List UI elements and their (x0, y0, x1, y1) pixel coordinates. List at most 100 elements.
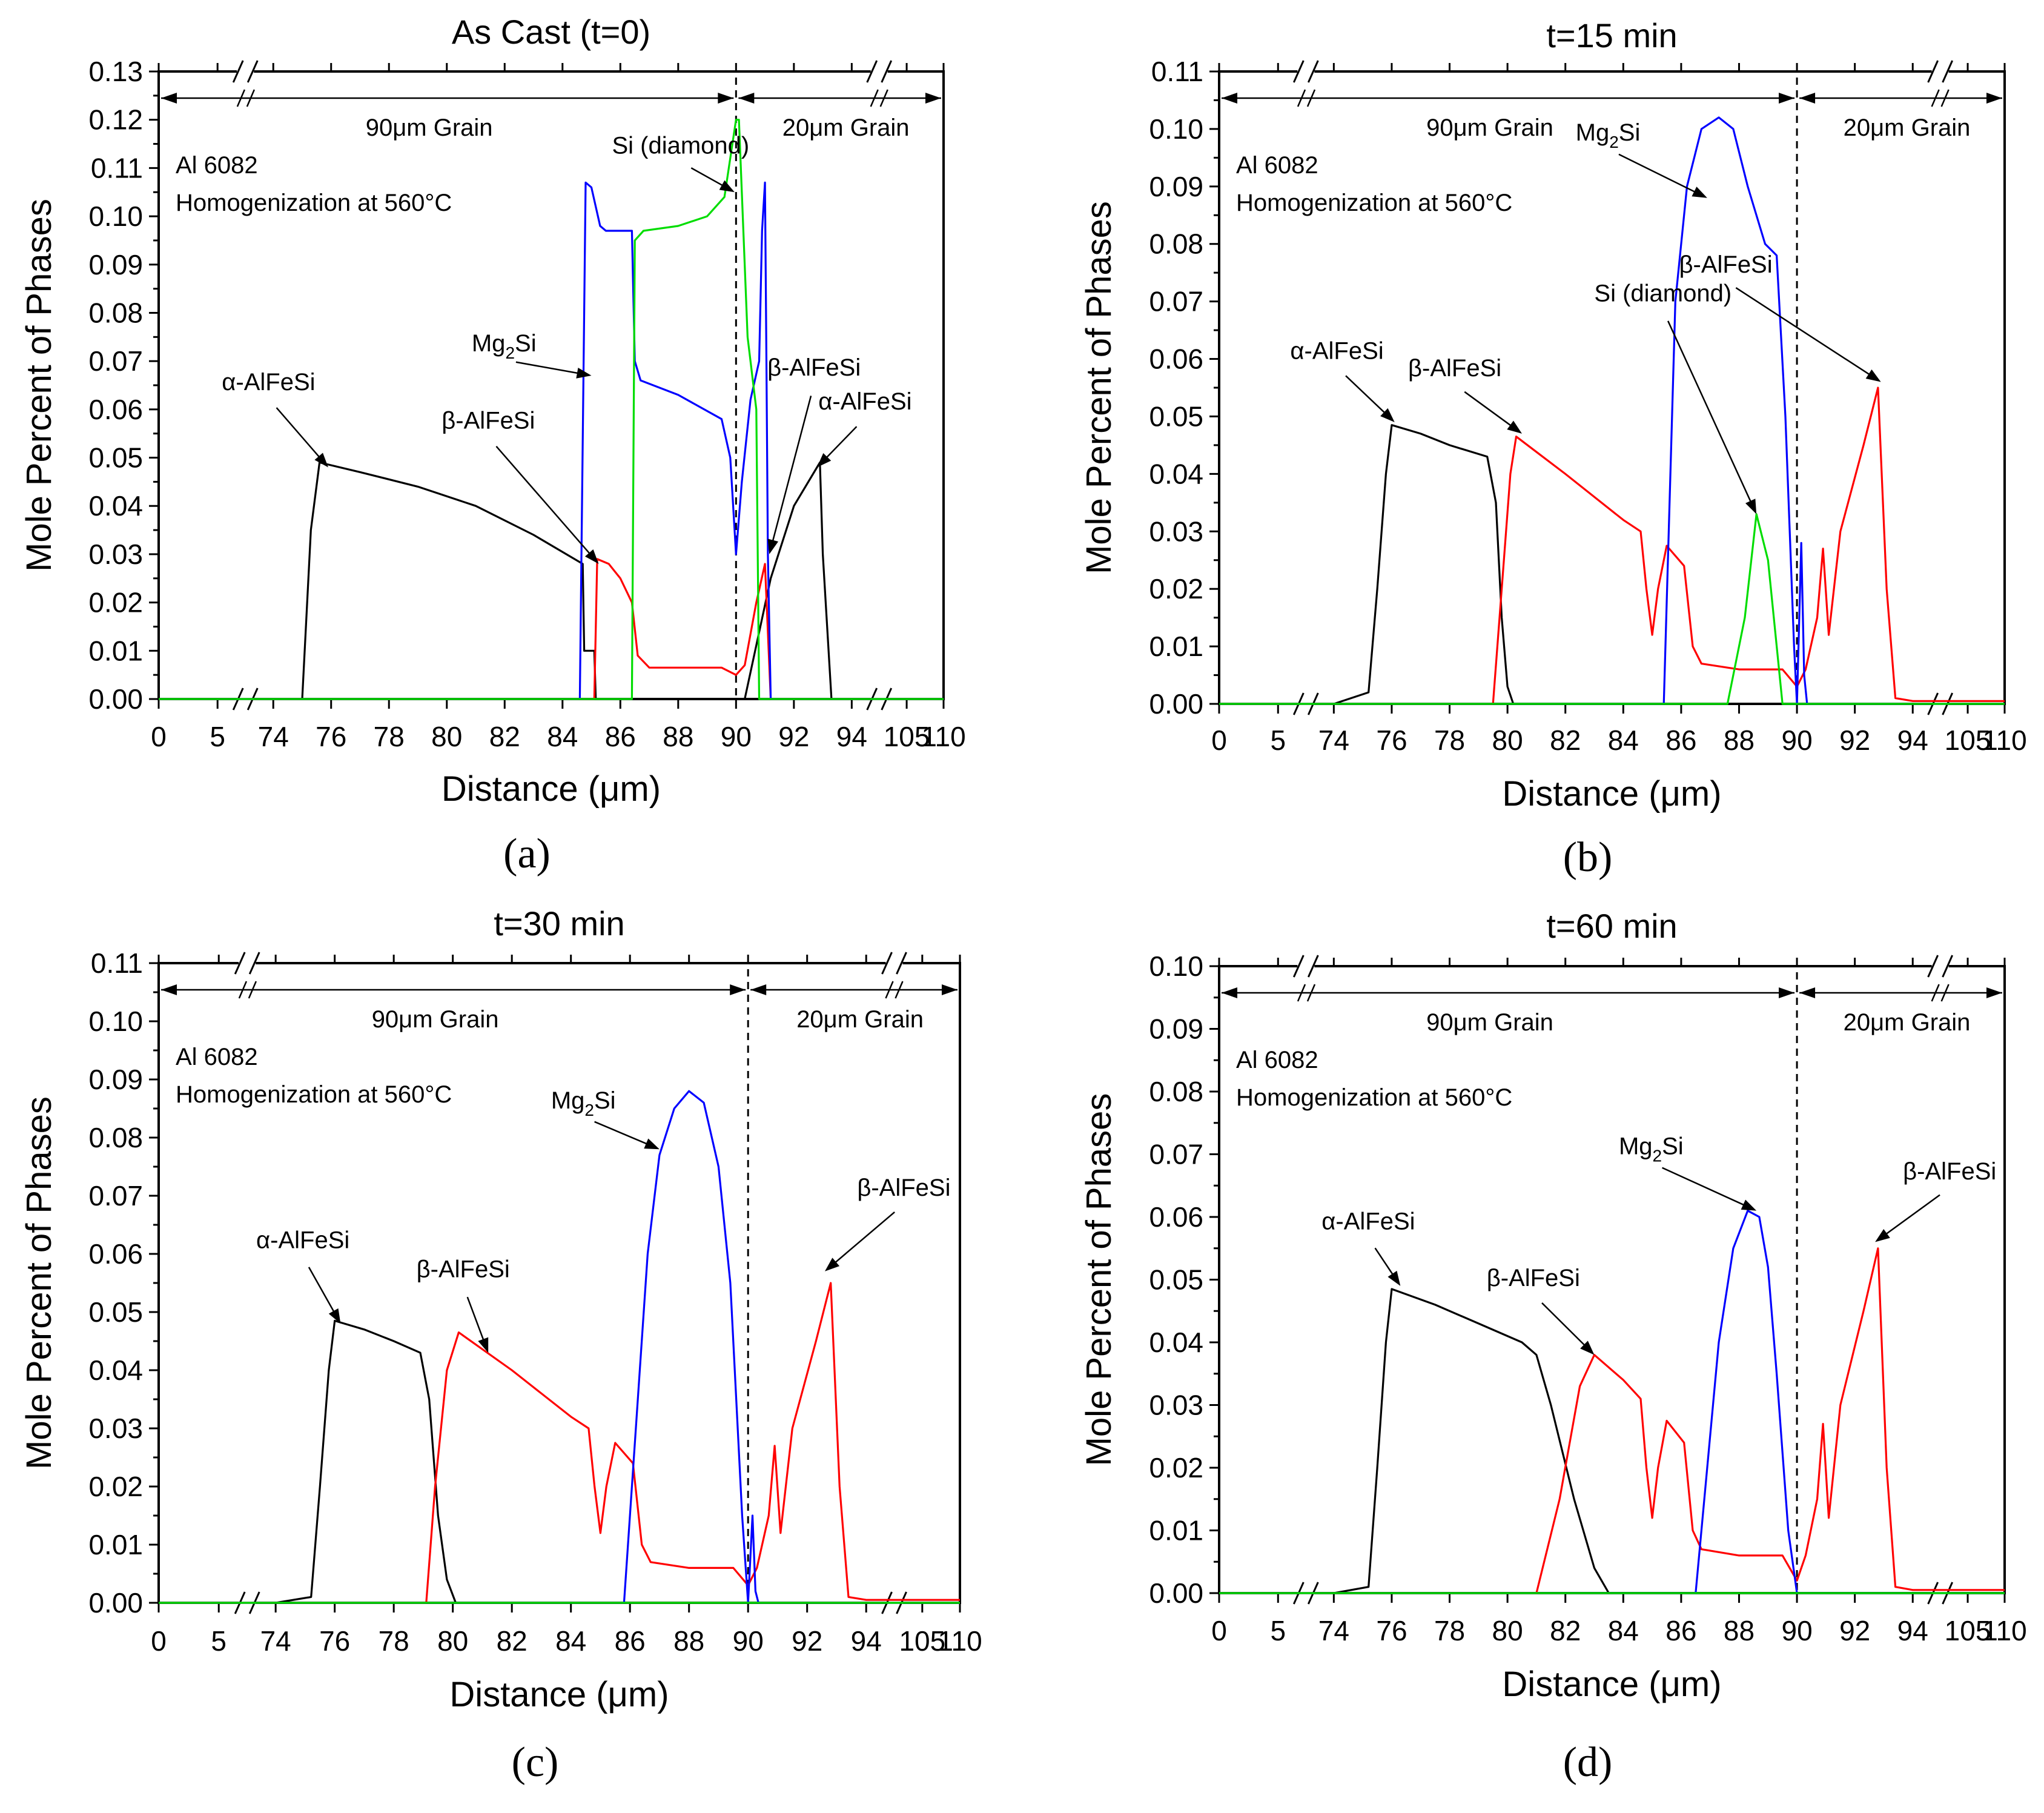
y-tick-label: 0.07 (1149, 1139, 1203, 1170)
arrow-break-mark (895, 981, 904, 999)
annotation-arrow (1374, 1247, 1395, 1278)
phase-label: β-AlFeSi (1487, 1265, 1580, 1291)
y-axis-label: Mole Percent of Phases (1079, 1093, 1119, 1467)
annotation-arrow (832, 1211, 895, 1265)
x-tick-label: 88 (1724, 1615, 1755, 1646)
mg2si-sub: 2 (584, 1101, 594, 1119)
y-tick-label: 0.12 (88, 104, 143, 136)
x-tick-label: 88 (663, 721, 693, 752)
phase-label: α-AlFeSi (256, 1227, 349, 1253)
phase-label: α-AlFeSi (1290, 338, 1383, 365)
series-line--alfesi (1219, 424, 2005, 705)
y-tick-label: 0.03 (88, 539, 143, 570)
annotation-arrow-head (767, 539, 779, 554)
axis-break-mark (866, 60, 878, 83)
phase-label: α-AlFeSi (818, 388, 911, 415)
x-tick-label: 90 (733, 1625, 764, 1657)
y-tick-label: 0.04 (88, 1354, 143, 1386)
arrow-break-mark (236, 89, 246, 107)
phase-label: α-AlFeSi (222, 369, 315, 396)
annotation-arrow-head (1875, 1229, 1890, 1242)
annotation-arrow (824, 426, 858, 460)
x-tick-label: 84 (1608, 724, 1639, 756)
axis-break-mark (1292, 60, 1305, 83)
process-label: Homogenization at 560°C (176, 1081, 452, 1108)
x-tick-label: 110 (1982, 724, 2026, 756)
arrow-break-mark (1306, 89, 1316, 107)
chart-title: t=15 min (1546, 16, 1677, 55)
y-tick-label: 0.07 (1149, 286, 1203, 317)
arrow-break-mark (1297, 89, 1306, 107)
x-tick-label: 94 (851, 1625, 882, 1657)
arrow-head (1222, 93, 1237, 104)
mg2si-base: Mg (472, 330, 506, 357)
arrow-break-mark (1931, 89, 1940, 107)
x-tick-label: 94 (1897, 724, 1928, 756)
y-tick-label: 0.05 (88, 442, 143, 474)
series-line-si-diamond- (1219, 513, 2005, 705)
phase-label: β-AlFeSi (1903, 1158, 1996, 1185)
x-tick-label: 82 (489, 721, 520, 752)
x-tick-label: 74 (1318, 724, 1349, 756)
axis-break-mark (248, 952, 260, 975)
y-tick-label: 0.06 (1149, 343, 1203, 375)
series-line-mg2si (1219, 116, 2005, 705)
series-line-mg2si (159, 1090, 960, 1604)
y-tick-label: 0.02 (1149, 1452, 1203, 1483)
annotation-arrow (594, 1121, 650, 1146)
axis-break-gap (1931, 67, 1949, 76)
axis-break-mark (1307, 955, 1319, 978)
phase-label: Si (diamond) (1594, 280, 1731, 307)
mg2si-label: Mg2Si (472, 330, 537, 362)
annotation-arrow-head (478, 1337, 489, 1353)
panel-4: t=60 min 0.00 0.01 0.02 0.03 0.04 0.05 0.06 0.07… (1079, 907, 2027, 1786)
x-axis-label: Distance (μm) (442, 769, 661, 809)
x-tick-label: 0 (1211, 724, 1227, 756)
arrow-head (1986, 93, 2002, 104)
x-tick-label: 92 (1839, 1615, 1870, 1646)
mg2si-tail: Si (1619, 119, 1641, 146)
y-axis-label: Mole Percent of Phases (19, 1096, 59, 1470)
annotation-arrow-head (644, 1138, 660, 1150)
y-tick-label: 0.00 (88, 1587, 143, 1619)
y-tick-label: 0.08 (1149, 1076, 1203, 1107)
annotation-arrow-head (719, 180, 735, 193)
x-tick-label: 86 (1665, 1615, 1696, 1646)
x-tick-label: 78 (1434, 1615, 1465, 1646)
axis-break-mark (1307, 60, 1319, 83)
y-tick-label: 0.05 (88, 1296, 143, 1328)
annotation-arrow-head (328, 1308, 341, 1324)
phase-label: β-AlFeSi (857, 1175, 950, 1201)
panel-1: As Cast (t=0) 0.00 0.01 0.02 0.03 0.04 0.05 0.0… (19, 13, 966, 877)
axis-break-gap (1931, 961, 1949, 971)
x-tick-label: 5 (1270, 724, 1286, 756)
series-line--alfesi (159, 461, 944, 700)
x-tick-label: 84 (1608, 1615, 1639, 1646)
annotation-arrow-head (1692, 187, 1707, 198)
series-line--alfesi (1219, 386, 2005, 705)
x-tick-label: 76 (1376, 724, 1407, 756)
y-tick-label: 0.08 (1149, 228, 1203, 260)
x-tick-label: 0 (151, 1625, 167, 1657)
x-tick-label: 92 (792, 1625, 822, 1657)
annotation-arrow (495, 445, 592, 557)
annotation-arrow (1667, 320, 1753, 505)
process-label: Homogenization at 560°C (176, 190, 452, 216)
annotation-arrow (276, 407, 322, 460)
annotation-arrow-head (817, 452, 832, 468)
x-tick-label: 0 (1211, 1615, 1227, 1646)
y-tick-label: 0.10 (88, 201, 143, 232)
arrow-head (1779, 93, 1795, 104)
x-tick-label: 80 (1492, 1615, 1523, 1646)
annotation-arrow-head (1387, 1270, 1401, 1286)
x-tick-label: 82 (497, 1625, 528, 1657)
annotation-arrow-head (576, 367, 592, 379)
arrow-head (161, 984, 177, 995)
phase-label: β-AlFeSi (1408, 355, 1501, 382)
y-tick-label: 0.11 (91, 152, 143, 184)
axis-break-mark (1292, 955, 1305, 978)
x-tick-label: 5 (1270, 1615, 1286, 1646)
annotation-arrow-head (1865, 369, 1881, 382)
annotation-arrow-head (1580, 1341, 1595, 1355)
